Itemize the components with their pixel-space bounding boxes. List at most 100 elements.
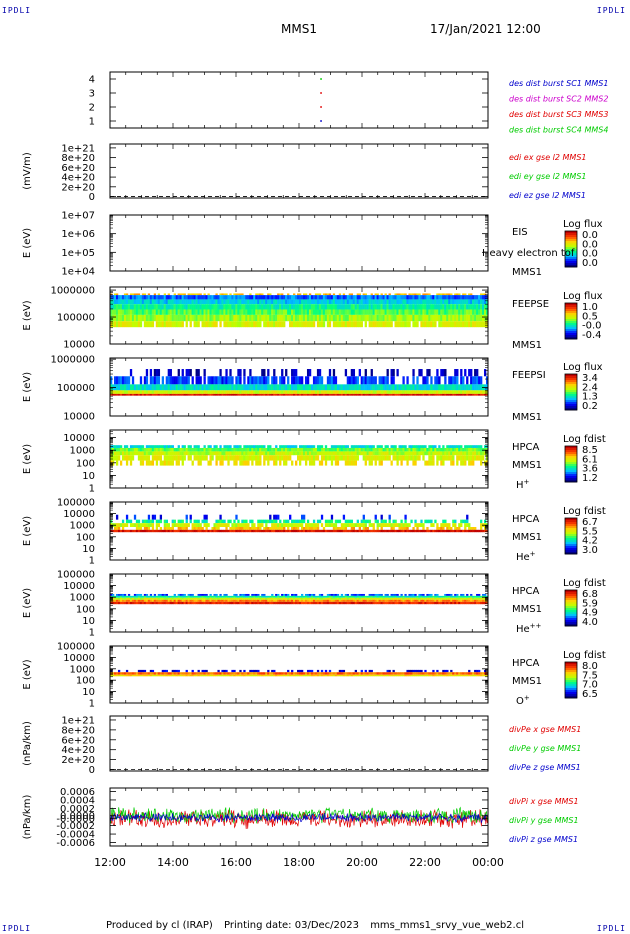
heatmap-cell <box>302 445 306 448</box>
heatmap-cell <box>404 384 407 391</box>
heatmap-cell <box>225 455 228 461</box>
heatmap-cell <box>213 393 216 396</box>
heatmap-cell <box>189 314 192 322</box>
panel-frame <box>109 143 489 199</box>
heatmap-cell <box>263 376 266 385</box>
heatmap-cell <box>199 451 202 456</box>
heatmap-cell <box>334 393 338 396</box>
heatmap-cell <box>139 460 143 466</box>
heatmap-cell <box>480 455 483 461</box>
overlay-note: Heavy electron tof <box>482 248 575 259</box>
heatmap-cell <box>400 451 403 456</box>
heatmap-cell <box>249 597 252 600</box>
heatmap-cell <box>324 597 328 600</box>
heatmap-cell <box>153 293 157 296</box>
heatmap-cell <box>382 599 385 602</box>
heatmap-cell <box>255 447 258 452</box>
heatmap-cell <box>243 451 246 456</box>
heatmap-cell <box>233 451 236 456</box>
heatmap-cell <box>217 390 220 394</box>
heatmap-cell <box>412 597 415 600</box>
heatmap-cell <box>121 390 125 394</box>
heatmap-cell <box>460 460 463 466</box>
heatmap-cell <box>332 369 336 377</box>
heatmap-cell <box>400 384 403 391</box>
heatmap-cell <box>181 455 184 461</box>
heatmap-cell <box>193 384 196 391</box>
heatmap-cell <box>201 455 204 461</box>
heatmap-cell <box>255 299 258 305</box>
heatmap-cell <box>394 390 397 394</box>
heatmap-cell <box>277 393 280 396</box>
heatmap-cell <box>213 595 216 598</box>
heatmap-cell <box>468 295 471 300</box>
heatmap-cell <box>221 447 224 452</box>
heatmap-cell <box>207 529 210 533</box>
heatmap-cell <box>412 393 415 396</box>
heatmap-cell <box>346 309 350 315</box>
heatmap-cell <box>235 445 238 448</box>
heatmap-cell <box>217 299 220 305</box>
heatmap-cell <box>372 447 375 452</box>
heatmap-cell <box>113 455 117 461</box>
heatmap-cell <box>227 455 230 461</box>
heatmap-cell <box>402 523 405 527</box>
heatmap-cell <box>277 599 280 602</box>
heatmap-cell <box>322 599 326 602</box>
heatmap-cell <box>428 460 431 466</box>
heatmap-cell <box>169 460 172 466</box>
colorbar-step <box>565 255 577 258</box>
heatmap-cell <box>304 527 308 530</box>
heatmap-cell <box>328 455 332 461</box>
heatmap-cell <box>396 304 399 310</box>
heatmap-cell <box>454 593 457 596</box>
heatmap-cell <box>297 519 300 524</box>
heatmap-cell <box>404 597 407 600</box>
heatmap-cell <box>285 529 288 533</box>
heatmap-cell <box>356 451 359 456</box>
heatmap-cell <box>300 390 304 394</box>
heatmap-cell <box>466 529 469 533</box>
heatmap-cell <box>149 295 153 300</box>
heatmap-cell <box>312 599 316 602</box>
heatmap-cell <box>115 390 119 394</box>
heatmap-cell <box>376 597 379 600</box>
heatmap-cell <box>261 384 264 391</box>
heatmap-cell <box>221 384 224 391</box>
heatmap-cell <box>428 321 431 328</box>
heatmap-cell <box>386 529 389 533</box>
heatmap-cell <box>416 321 419 328</box>
heatmap-cell <box>442 309 445 315</box>
heatmap-cell <box>299 304 302 310</box>
heatmap-cell <box>135 523 139 527</box>
heatmap-cell <box>115 523 119 527</box>
heatmap-cell <box>207 299 210 305</box>
heatmap-cell <box>456 384 459 391</box>
heatmap-cell <box>205 597 208 600</box>
heatmap-cell <box>482 309 485 315</box>
heatmap-cell <box>324 393 328 396</box>
heatmap-cell <box>416 451 419 456</box>
heatmap-cell <box>145 460 149 466</box>
heatmap-cell <box>398 523 401 527</box>
heatmap-cell <box>123 451 127 456</box>
heatmap-cell <box>448 390 451 394</box>
heatmap-cell <box>245 597 248 600</box>
heatmap-cell <box>147 295 151 300</box>
heatmap-cell <box>332 299 336 305</box>
y-tick-label: 100 <box>76 458 95 469</box>
heatmap-cell <box>358 529 361 533</box>
heatmap-cell <box>185 527 188 530</box>
heatmap-cell <box>486 299 489 305</box>
colorbar-step <box>565 386 577 389</box>
heatmap-cell <box>197 304 200 310</box>
heatmap-cell <box>179 393 182 396</box>
heatmap-cell <box>306 527 310 530</box>
heatmap-cell <box>209 455 212 461</box>
heatmap-cell <box>314 597 318 600</box>
heatmap-cell <box>414 597 417 600</box>
heatmap-cell <box>408 599 411 602</box>
heatmap-cell <box>412 304 415 310</box>
heatmap-cells <box>110 514 489 533</box>
heatmap-cell <box>472 314 475 322</box>
